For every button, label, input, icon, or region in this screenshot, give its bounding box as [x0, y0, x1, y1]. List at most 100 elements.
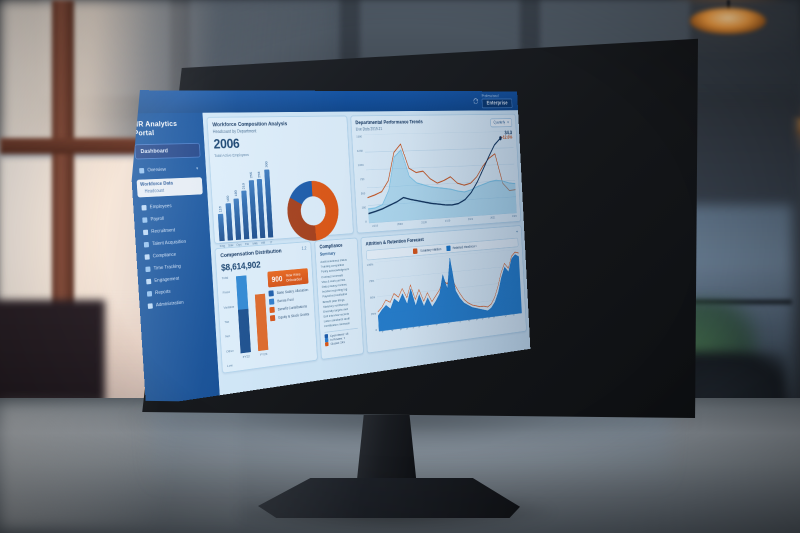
sidebar-item-overview[interactable]: Overview ▾ — [136, 163, 202, 175]
stacked-bar-segment — [238, 308, 252, 354]
x-tick-label: 2019 — [372, 223, 379, 228]
x-tick-label: 2022 — [511, 213, 517, 218]
pendant-lamp-icon — [690, 8, 766, 34]
bar-chart-zone: 118 160 180 210 255 258 300 Eng Sales Ops Fin Mktg… — [214, 154, 350, 249]
legend-swatch — [269, 298, 275, 305]
brand-text-block: Professional Enterprise — [482, 94, 513, 108]
legend-item[interactable]: Retained Headcount — [445, 243, 477, 252]
y-tick-label: Total — [221, 275, 229, 281]
donut-hole — [299, 195, 327, 227]
bar — [233, 198, 242, 241]
x-tick-label: 2020 — [421, 220, 427, 225]
gear-icon — [147, 302, 153, 309]
line-chart-plot: 1500 1250 1000 750 500 250 0 — [356, 131, 517, 223]
y-tick-label: 750 — [359, 177, 365, 182]
y-tick-label: Tax — [224, 319, 230, 325]
card-subtitle: Summary — [319, 251, 336, 258]
compliance-summary-card: Compliance Summary Audit readiness statu… — [314, 237, 364, 360]
sidebar-item-label: Talent Acquisition — [151, 238, 187, 247]
desk-highlight — [0, 404, 240, 529]
line-series-fill — [364, 146, 517, 224]
donut-chart-zone — [276, 179, 350, 243]
bar-chart: 118 160 180 210 255 258 300 — [215, 158, 274, 242]
stacked-bar-column: FY22 — [236, 275, 252, 359]
period-filter-dropdown[interactable]: Quarterly ▾ — [490, 118, 513, 128]
y-tick-label: Fixed — [222, 289, 231, 295]
x-tick-label: FY22 — [242, 353, 250, 359]
legend-label: Base Salary Allocation — [276, 287, 309, 295]
computer-monitor: Professional Enterprise HR Analytics Por… — [108, 30, 698, 430]
x-tick-label: 2020 — [444, 218, 451, 223]
sidebar-item-label: Recruitment — [151, 227, 176, 235]
legend-swatch — [413, 248, 418, 255]
legend-label: Equity & Stock Grants — [278, 311, 310, 320]
line-chart-canvas — [364, 131, 517, 223]
sidebar-item-employees[interactable]: Employees — [138, 199, 204, 212]
bar-value-label: 210 — [241, 182, 246, 190]
y-tick-label: 500 — [360, 191, 366, 196]
x-tick-label: FY23 — [260, 351, 268, 357]
y-tick-label: Low — [226, 362, 233, 368]
workforce-composition-card: Workforce Composition Analysis Headcount… — [206, 115, 354, 249]
stacked-chart-body: Total Fixed Variable Tax Net Other Low FY22 FY2… — [222, 268, 313, 368]
bar-value-label: 300 — [264, 161, 269, 168]
bar — [225, 203, 234, 241]
clock-icon — [145, 266, 151, 272]
chevron-down-icon[interactable]: ▾ — [196, 165, 199, 171]
y-tick-label: 0 — [365, 219, 367, 224]
sidebar-item-label: Engagement — [154, 275, 180, 284]
legend-swatch — [325, 341, 329, 347]
card-title: Workforce Composition Analysis — [212, 121, 288, 129]
sidebar-submenu-child[interactable]: Headcount — [144, 188, 165, 195]
bar-value-label: 118 — [218, 205, 223, 213]
brand-name: Enterprise — [481, 98, 513, 108]
donut-chart — [285, 179, 341, 243]
chart-icon — [146, 278, 152, 284]
chevron-down-icon[interactable]: ▾ — [516, 229, 518, 235]
chevron-down-icon: ▾ — [507, 120, 509, 125]
legend-item[interactable]: Voluntary Attrition — [413, 246, 442, 255]
attrition-forecast-card: Attrition & Retention Forecast ▾ Volunta… — [360, 225, 527, 354]
bar-value-label: 255 — [248, 172, 254, 179]
y-tick-label: 1000 — [357, 162, 364, 168]
stacked-chart-side: 900 New Hires Onboarded Base Salary Allo… — [267, 268, 313, 361]
legend-label: Bonus Pool — [277, 297, 294, 304]
target-icon — [143, 241, 149, 248]
bar — [256, 179, 266, 239]
chart-legend: Base Salary Allocation Bonus Pool Benefit … — [268, 287, 311, 322]
x-tick-label: 2021 — [467, 216, 474, 221]
bar — [248, 180, 258, 239]
sidebar-item-payroll[interactable]: Payroll — [139, 211, 205, 224]
legend-label: Benefit Contributions — [277, 303, 308, 312]
legend-label: Voluntary Attrition — [419, 247, 442, 253]
shield-icon — [144, 253, 150, 260]
document-icon — [146, 290, 153, 297]
monitor-stand-neck — [356, 415, 417, 487]
bar-column: 300 — [264, 158, 274, 238]
bar — [264, 169, 274, 238]
sidebar-item-label: Administration — [155, 299, 184, 308]
monitor-screen-area: Professional Enterprise HR Analytics Por… — [112, 48, 683, 408]
y-tick-label: 1500 — [356, 134, 363, 139]
sidebar-item-label: Compliance — [152, 251, 177, 259]
stacked-bar-segment — [255, 293, 269, 352]
sidebar-item-label: Time Tracking — [153, 263, 182, 272]
card-filter-label[interactable]: 1.2 — [301, 246, 307, 252]
y-tick-label: 50% — [369, 295, 376, 300]
card-title: Compliance — [319, 243, 343, 251]
y-tick-label: Net — [225, 333, 231, 339]
y-tick-label: Other — [226, 348, 234, 354]
compliance-list: Audit readiness status Training completio… — [320, 257, 357, 329]
legend-swatch — [269, 306, 276, 313]
compliance-list-footer: Open Items: 18 In Review: 7 Closed: 241 — [324, 327, 359, 347]
sync-icon[interactable] — [473, 97, 479, 105]
period-filter-label: Quarterly — [493, 120, 506, 126]
card-header: Workforce Composition Analysis Headcount… — [212, 120, 343, 135]
stacked-bar-column: FY23 — [255, 293, 269, 357]
line-chart-svg — [364, 131, 517, 223]
sidebar-primary-button[interactable]: Dashboard — [134, 142, 201, 160]
legend-item[interactable]: Equity & Stock Grants — [270, 311, 310, 322]
new-hires-badge: 900 New Hires Onboarded — [267, 268, 309, 288]
x-tick-label: 2021 — [490, 215, 496, 220]
